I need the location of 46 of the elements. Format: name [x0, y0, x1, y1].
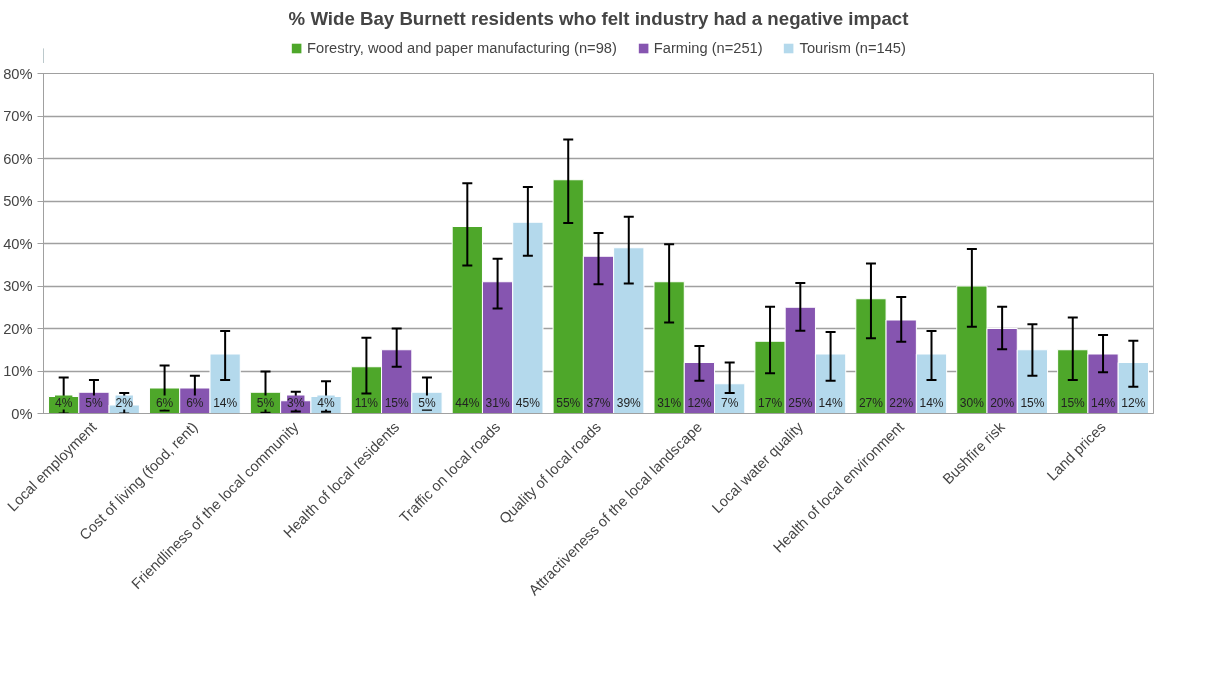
data-label: 5%: [418, 395, 436, 410]
data-label: 4%: [317, 395, 336, 410]
y-tick-label: 40%: [3, 235, 33, 252]
data-label: 20%: [990, 395, 1015, 410]
data-label: 14%: [1091, 395, 1116, 410]
data-label: 14%: [919, 395, 944, 410]
data-label: 6%: [155, 395, 174, 410]
data-label: 3%: [287, 395, 305, 410]
data-label: 6%: [186, 395, 204, 410]
data-label: 7%: [721, 395, 739, 410]
y-tick-label: 20%: [3, 320, 33, 337]
data-label: 5%: [85, 395, 103, 410]
data-label: 22%: [889, 395, 914, 410]
data-label: 30%: [959, 395, 985, 410]
y-tick-label: 30%: [3, 278, 33, 294]
data-label: 15%: [384, 395, 410, 410]
data-label: 27%: [858, 395, 884, 410]
legend-label: Forestry, wood and paper manufacturing (n=98): [307, 40, 617, 56]
data-label: 39%: [616, 395, 642, 410]
data-label: 55%: [556, 395, 581, 410]
data-label: 31%: [485, 395, 510, 410]
data-label: 12%: [687, 395, 712, 410]
data-label: 44%: [455, 395, 480, 410]
y-tick-label: 50%: [3, 193, 33, 209]
data-label: 31%: [657, 395, 682, 410]
y-tick-label: 10%: [3, 363, 33, 379]
data-label: 14%: [818, 395, 843, 410]
data-label: 11%: [354, 395, 379, 410]
data-label: 17%: [758, 395, 783, 410]
legend-label: Tourism (n=145): [799, 40, 906, 56]
data-label: 15%: [1060, 395, 1086, 410]
data-label: 4%: [55, 395, 73, 410]
y-tick-label: 80%: [3, 65, 33, 82]
y-tick-label: 70%: [3, 108, 33, 124]
y-tick-label: 0%: [11, 405, 33, 422]
data-label: 12%: [1121, 395, 1146, 410]
data-label: 2%: [115, 395, 134, 410]
data-label: 15%: [1020, 395, 1045, 410]
legend-label: Farming (n=251): [653, 40, 763, 56]
data-label: 37%: [586, 395, 611, 410]
data-label: 5%: [256, 395, 275, 410]
data-label: 45%: [515, 395, 541, 410]
data-label: 14%: [213, 395, 238, 410]
data-label: 25%: [788, 395, 813, 410]
y-tick-label: 60%: [3, 150, 33, 167]
chart-title: % Wide Bay Burnett residents who felt industry had a negative impact: [288, 7, 909, 29]
